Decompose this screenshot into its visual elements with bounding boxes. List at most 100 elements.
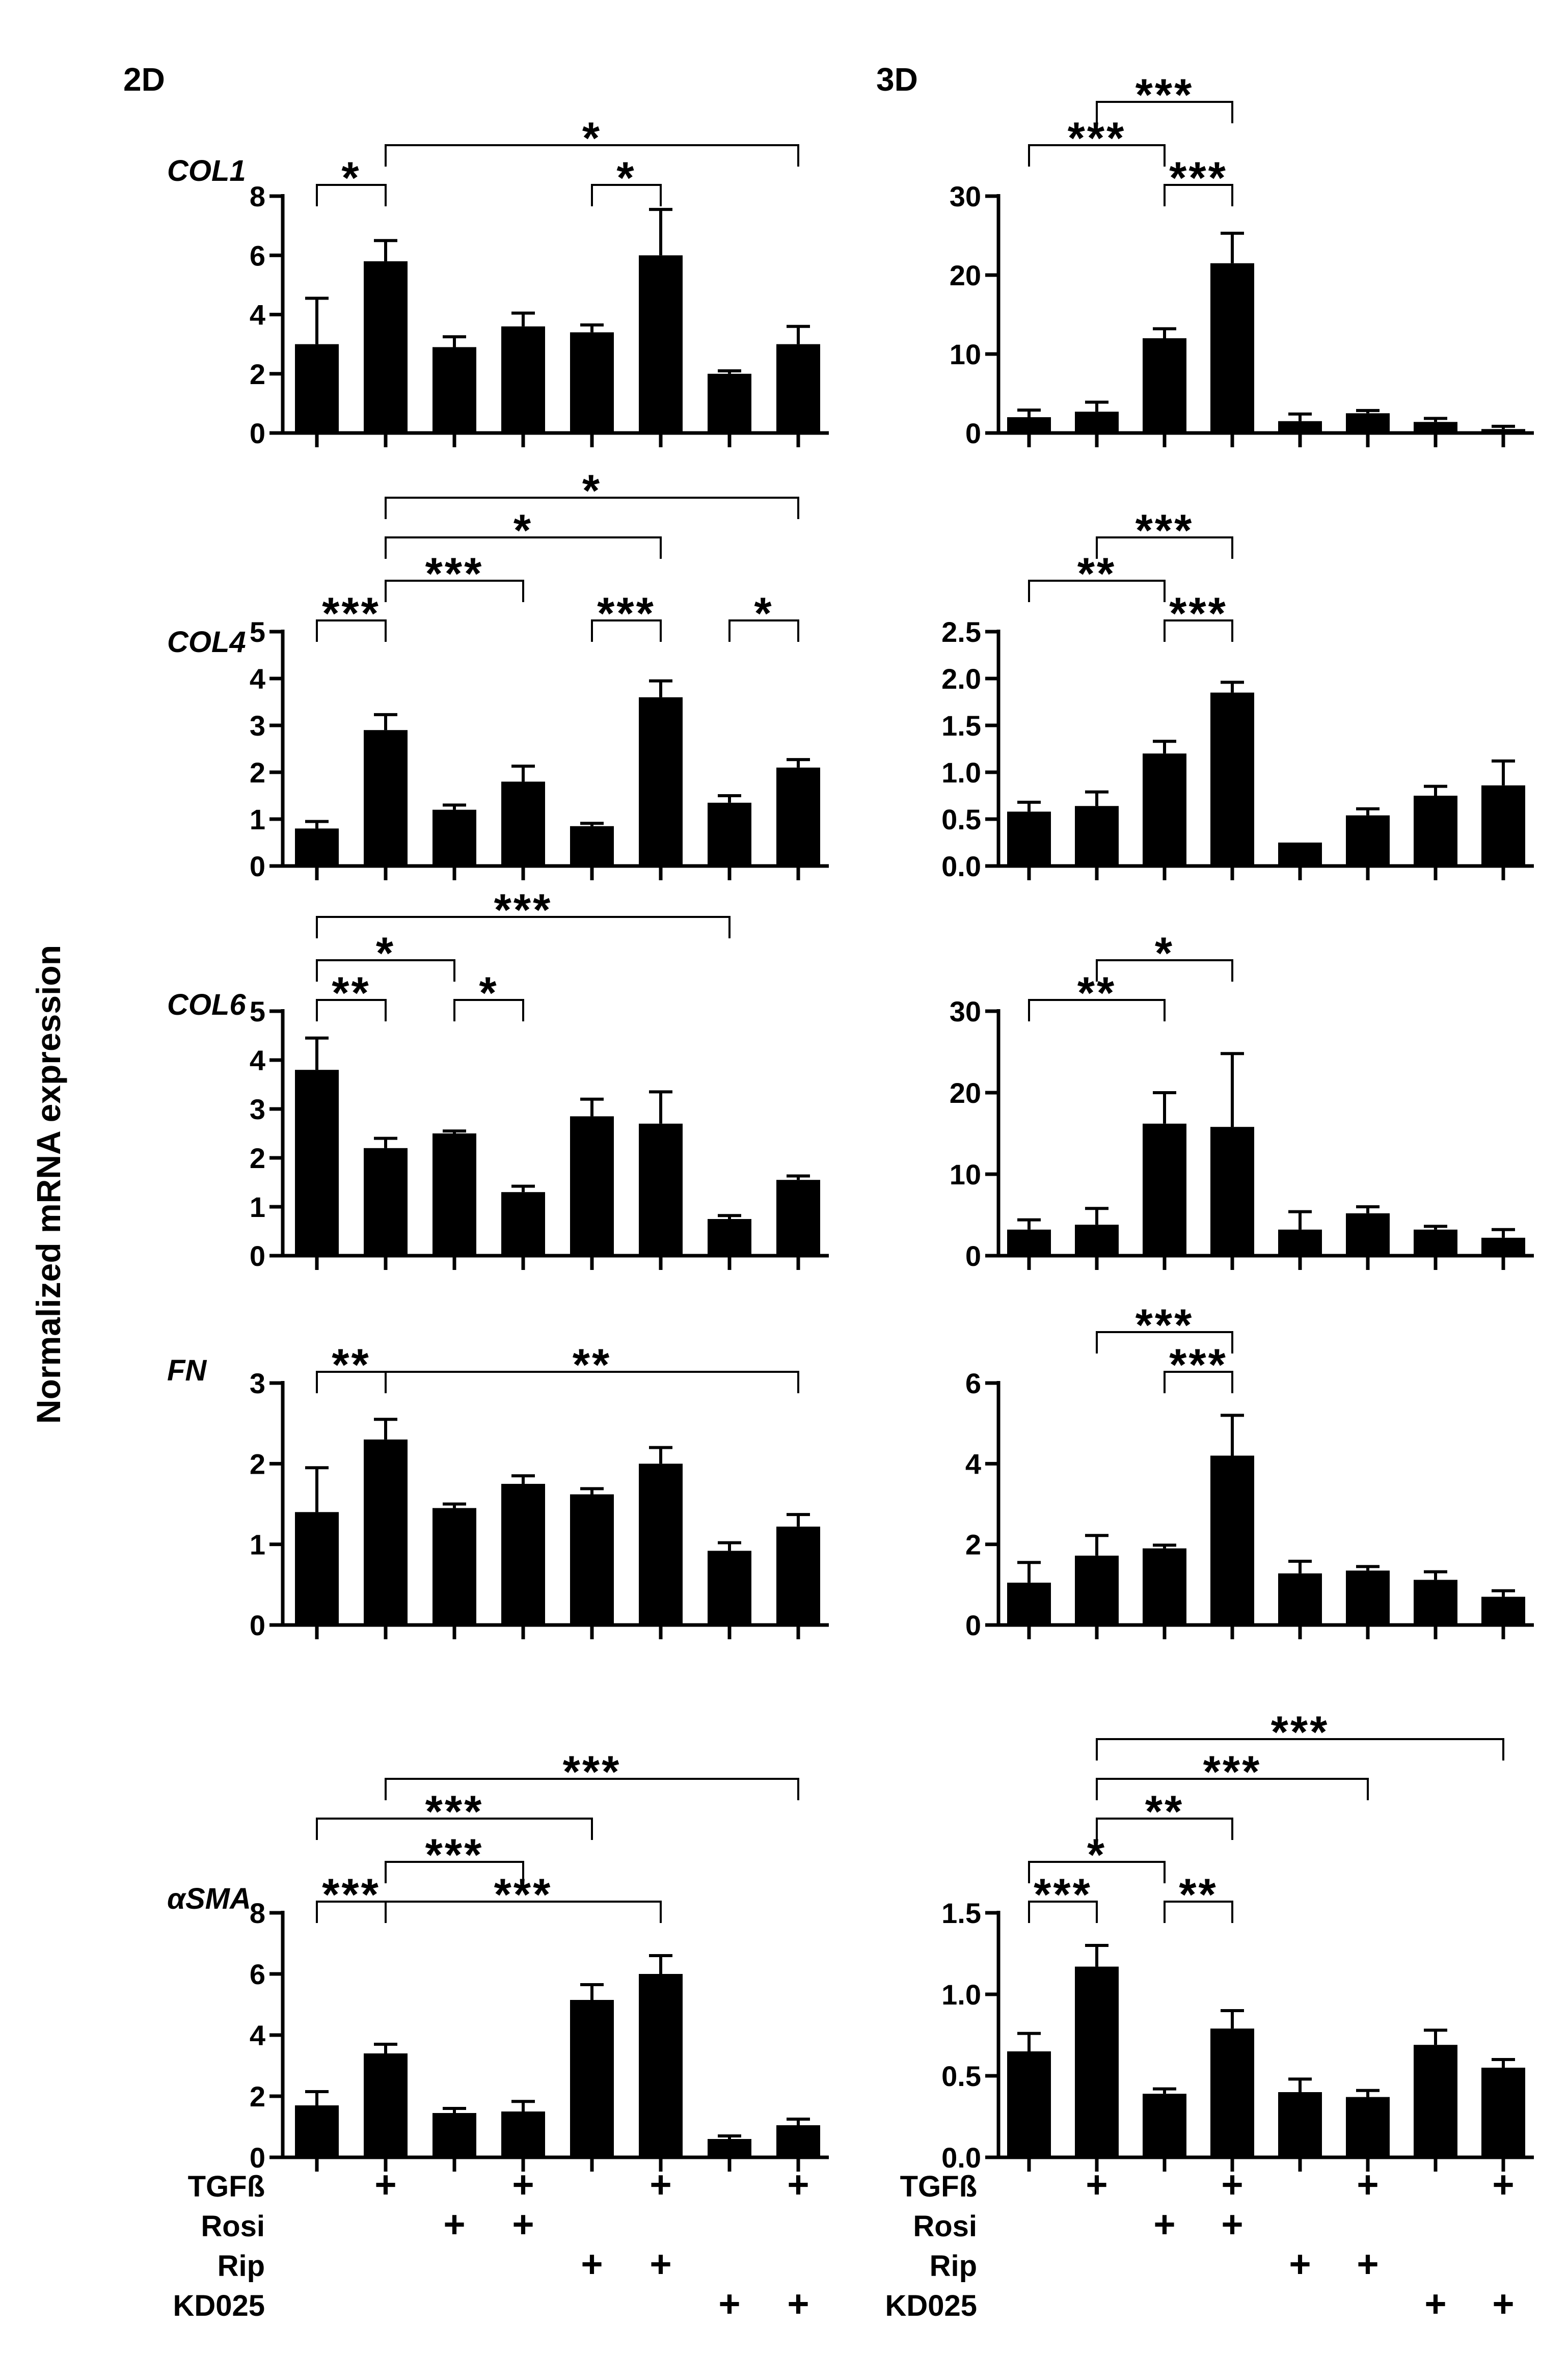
significance-label: ** [1145, 1786, 1184, 1836]
bar-8 [1481, 2068, 1525, 2157]
significance-label: *** [1034, 1869, 1092, 1919]
bracket-line [385, 1371, 799, 1393]
bar-1 [1007, 1229, 1051, 1256]
significance-label: * [479, 967, 498, 1018]
significance-bracket: *** [1164, 1339, 1233, 1393]
chart-col1-2d: COL1 0 2 4 6 8 * * * [167, 113, 829, 449]
y-tick-label-1-5: 1.5 [941, 710, 981, 742]
significance-bracket: * [1096, 928, 1233, 982]
bar-6 [639, 1464, 683, 1625]
y-tick-label-3: 3 [250, 1367, 265, 1399]
bracket-line [591, 184, 662, 206]
bracket-line [1096, 1738, 1504, 1761]
bracket-line [453, 999, 524, 1021]
bracket-line [316, 1818, 593, 1840]
y-tick-label-0-0: 0.0 [941, 2142, 981, 2174]
significance-bracket: * [385, 465, 799, 519]
bar-7 [1414, 796, 1457, 866]
significance-bracket: *** [385, 1829, 524, 1883]
bar-8 [776, 1180, 820, 1256]
bar-3 [432, 1133, 476, 1256]
significance-bracket: *** [316, 884, 731, 938]
condition-label-rip-2d: Rip [218, 2250, 265, 2283]
y-tick-label-30: 30 [950, 995, 981, 1027]
condition-plus-mark: + [581, 2243, 603, 2285]
bar-5 [570, 332, 614, 433]
y-tick-label-1: 1 [250, 1529, 265, 1561]
y-tick-label-4: 4 [965, 1448, 981, 1480]
gene-label-col6-2d: COL6 [167, 988, 246, 1021]
bar-8 [776, 344, 820, 433]
bar-3 [432, 2113, 476, 2157]
bar-5 [1278, 1229, 1322, 1256]
bar-2 [1075, 806, 1119, 866]
significance-label: *** [1136, 1299, 1194, 1350]
chart-asma-3d: 0.00.51.01.5 *** *********** [941, 1707, 1534, 2174]
condition-plus-mark: + [650, 2243, 671, 2285]
bracket-line [1028, 1901, 1098, 1923]
condition-plus-mark: + [1221, 2203, 1243, 2245]
bar-7 [708, 373, 751, 433]
bar-5 [570, 2000, 614, 2157]
condition-label-tgf-3d: TGFß [900, 2170, 977, 2203]
y-tick-label-6: 6 [965, 1367, 981, 1399]
significance-bracket: ** [1164, 1869, 1233, 1923]
significance-label: * [376, 928, 395, 978]
significance-label: * [1155, 928, 1174, 978]
bar-7 [708, 2139, 751, 2157]
gene-label-col1-2d: COL1 [167, 154, 246, 187]
bracket-line [1028, 999, 1166, 1021]
bar-8 [776, 2125, 820, 2157]
bar-1 [1007, 417, 1051, 433]
bar-4 [1210, 1127, 1254, 1256]
significance-bracket: * [316, 152, 387, 206]
bar-2 [1075, 1555, 1119, 1625]
bar-4 [501, 1483, 545, 1625]
bar-3 [1143, 2094, 1186, 2157]
significance-label: *** [322, 588, 381, 638]
bar-4 [501, 1192, 545, 1256]
bar-6 [1346, 1570, 1390, 1625]
bracket-line [1096, 959, 1233, 982]
bracket-line [1164, 184, 1233, 206]
significance-label: * [582, 465, 602, 516]
y-tick-label-0: 0 [250, 2142, 265, 2174]
significance-bracket: * [453, 967, 524, 1021]
significance-label: *** [1169, 152, 1228, 203]
y-tick-label-1-0: 1.0 [941, 1979, 981, 2011]
bar-7 [1414, 2045, 1457, 2157]
significance-label: * [754, 588, 773, 638]
bar-2 [364, 1439, 408, 1625]
bar-8 [1481, 1596, 1525, 1625]
bracket-line [316, 184, 387, 206]
y-tick-label-20: 20 [950, 1077, 981, 1109]
significance-bracket: ** [316, 1339, 387, 1393]
condition-label-rosi-2d: Rosi [201, 2210, 265, 2243]
condition-plus-mark: + [374, 2163, 396, 2206]
y-tick-label-10: 10 [950, 338, 981, 370]
bar-7 [1414, 1580, 1457, 1625]
bar-8 [1481, 785, 1525, 866]
bar-1 [295, 1512, 339, 1625]
bracket-line [385, 497, 799, 519]
gene-label-fn-2d: FN [167, 1354, 207, 1387]
bar-4 [501, 781, 545, 866]
bar-5 [570, 1116, 614, 1256]
y-tick-label-5: 5 [250, 616, 265, 648]
y-tick-label-3: 3 [250, 710, 265, 742]
y-tick-label-0: 0 [250, 1240, 265, 1272]
bracket-line [316, 619, 387, 642]
condition-plus-mark: + [1357, 2243, 1378, 2285]
bracket-line [1096, 1818, 1233, 1840]
condition-plus-mark: + [787, 2283, 809, 2325]
bracket-line [1096, 536, 1233, 559]
y-tick-label-0: 0 [965, 417, 981, 449]
y-tick-label-5: 5 [250, 995, 265, 1027]
bar-4 [501, 326, 545, 433]
significance-label: *** [425, 1786, 484, 1836]
bar-6 [1346, 1213, 1390, 1256]
